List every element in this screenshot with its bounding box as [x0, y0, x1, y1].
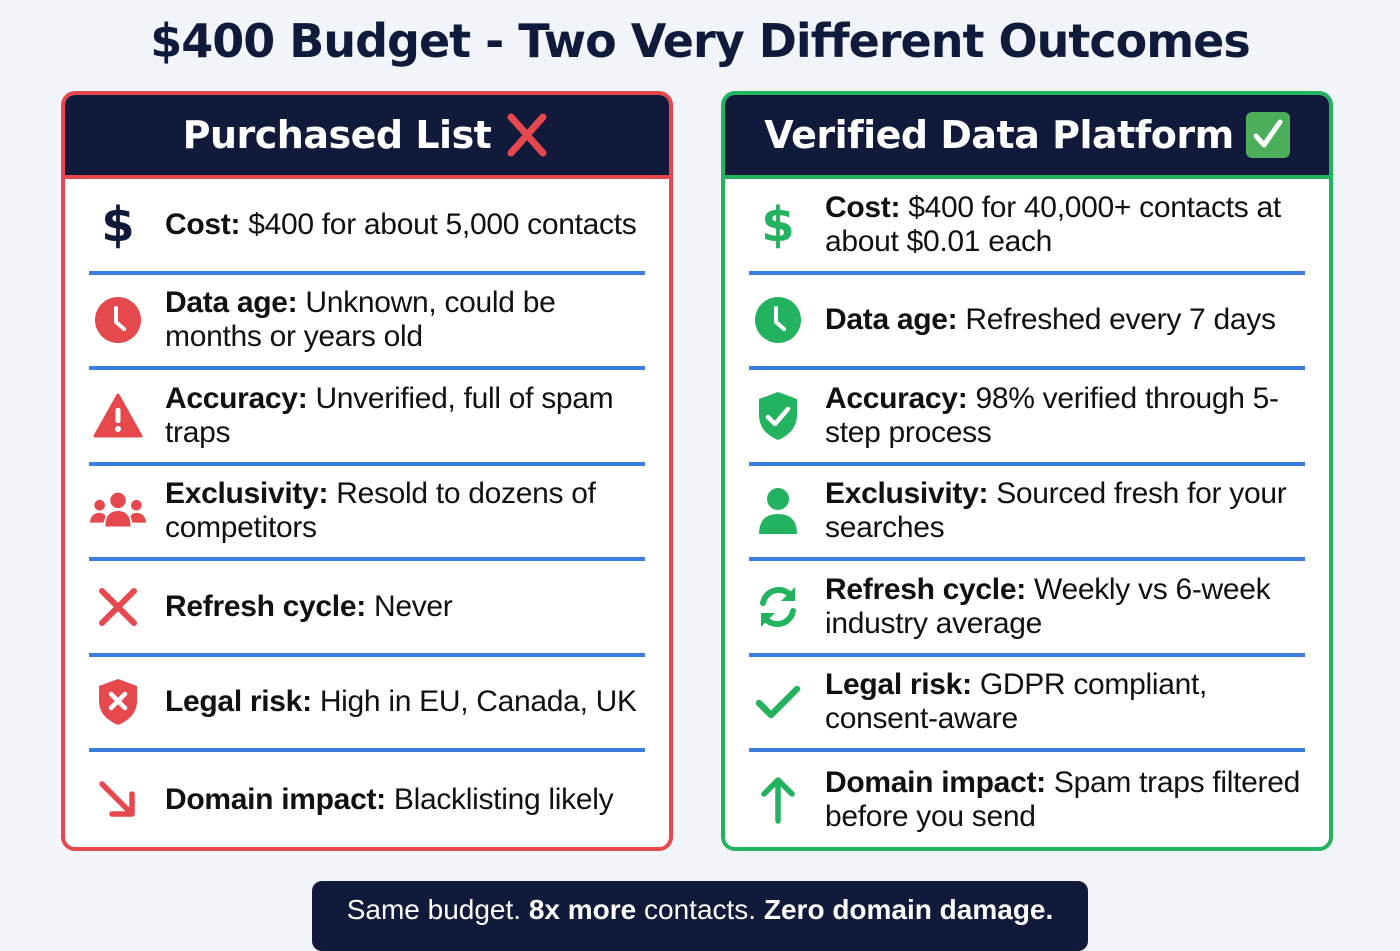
- row-value: Blacklisting likely: [393, 782, 614, 816]
- row-data-age: Data age: Refreshed every 7 days: [749, 275, 1305, 370]
- person-icon: [749, 486, 807, 536]
- purchased-list-title: Purchased List: [182, 113, 492, 157]
- page-title: $400 Budget - Two Very Different Outcome…: [150, 14, 1250, 68]
- row-value: 98% verified through 5-step process: [825, 381, 1279, 449]
- row-label: Accuracy:: [165, 381, 308, 415]
- purchased-list-card: Purchased List $ Cost: $400 for about 5,…: [61, 91, 673, 851]
- row-value: High in EU, Canada, UK: [319, 685, 637, 719]
- row-cost: $ Cost: $400 for 40,000+ contacts at abo…: [749, 179, 1305, 275]
- row-label: Domain impact:: [165, 782, 386, 816]
- shield-check-icon: [749, 390, 807, 442]
- summary-banner: Same budget. 8x more contacts. Zero doma…: [312, 881, 1088, 951]
- summary-text-3: contacts.: [636, 894, 764, 925]
- red-x-icon: [503, 111, 551, 159]
- row-label: Exclusivity:: [825, 477, 989, 511]
- row-cost: $ Cost: $400 for about 5,000 contacts: [89, 179, 645, 275]
- row-value: Never: [373, 589, 453, 623]
- refresh-icon: [749, 583, 807, 631]
- dollar-icon: $: [761, 196, 795, 253]
- row-value: Unknown, could be months or years old: [165, 286, 556, 354]
- row-label: Cost:: [825, 190, 901, 224]
- row-label: Legal risk:: [825, 668, 972, 702]
- row-domain-impact: Domain impact: Spam traps filtered befor…: [749, 752, 1305, 847]
- row-label: Cost:: [165, 207, 241, 241]
- row-value: Spam traps filtered before you send: [825, 765, 1300, 833]
- row-label: Refresh cycle:: [165, 589, 366, 623]
- row-label: Legal risk:: [165, 685, 312, 719]
- arrow-up-icon: [749, 775, 807, 825]
- row-value: Resold to dozens of competitors: [165, 477, 596, 545]
- x-icon: [89, 585, 147, 629]
- row-value: $400 for about 5,000 contacts: [248, 207, 637, 241]
- verified-platform-header: Verified Data Platform: [725, 95, 1329, 179]
- clock-icon: [749, 296, 807, 344]
- row-value: Weekly vs 6-week industry average: [825, 572, 1271, 640]
- verified-platform-card: Verified Data Platform $ Cost: $400 for …: [721, 91, 1333, 851]
- clock-icon: [89, 296, 147, 344]
- row-accuracy: Accuracy: 98% verified through 5-step pr…: [749, 370, 1305, 466]
- group-icon: [89, 491, 147, 531]
- row-refresh-cycle: Refresh cycle: Weekly vs 6-week industry…: [749, 561, 1305, 657]
- row-label: Accuracy:: [825, 381, 968, 415]
- summary-text-2: 8x more: [528, 894, 637, 925]
- row-value: Sourced fresh for your searches: [825, 477, 1287, 545]
- row-label: Exclusivity:: [165, 477, 329, 511]
- row-exclusivity: Exclusivity: Resold to dozens of competi…: [89, 466, 645, 561]
- check-icon: [749, 682, 807, 722]
- row-label: Domain impact:: [825, 765, 1046, 799]
- row-label: Data age:: [165, 286, 298, 320]
- dollar-icon: $: [101, 196, 135, 253]
- summary-text-1: Same budget.: [346, 894, 529, 925]
- row-accuracy: Accuracy: Unverified, full of spam traps: [89, 370, 645, 466]
- verified-platform-title: Verified Data Platform: [764, 113, 1234, 157]
- row-value: Refreshed every 7 days: [965, 303, 1276, 337]
- row-value: $400 for 40,000+ contacts at about $0.01…: [825, 190, 1281, 258]
- warning-icon: [89, 393, 147, 439]
- row-label: Data age:: [825, 303, 958, 337]
- row-refresh-cycle: Refresh cycle: Never: [89, 561, 645, 657]
- summary-text-4: Zero domain damage.: [763, 894, 1054, 925]
- row-value: Unverified, full of spam traps: [165, 381, 614, 449]
- arrow-down-right-icon: [89, 778, 147, 822]
- row-domain-impact: Domain impact: Blacklisting likely: [89, 752, 645, 847]
- purchased-list-header: Purchased List: [65, 95, 669, 179]
- shield-x-icon: [89, 677, 147, 727]
- row-value: GDPR compliant, consent-aware: [825, 668, 1208, 736]
- row-legal-risk: Legal risk: High in EU, Canada, UK: [89, 657, 645, 752]
- green-check-box-icon: [1245, 112, 1290, 158]
- row-label: Refresh cycle:: [825, 572, 1026, 606]
- row-exclusivity: Exclusivity: Sourced fresh for your sear…: [749, 466, 1305, 561]
- row-data-age: Data age: Unknown, could be months or ye…: [89, 275, 645, 370]
- row-legal-risk: Legal risk: GDPR compliant, consent-awar…: [749, 657, 1305, 752]
